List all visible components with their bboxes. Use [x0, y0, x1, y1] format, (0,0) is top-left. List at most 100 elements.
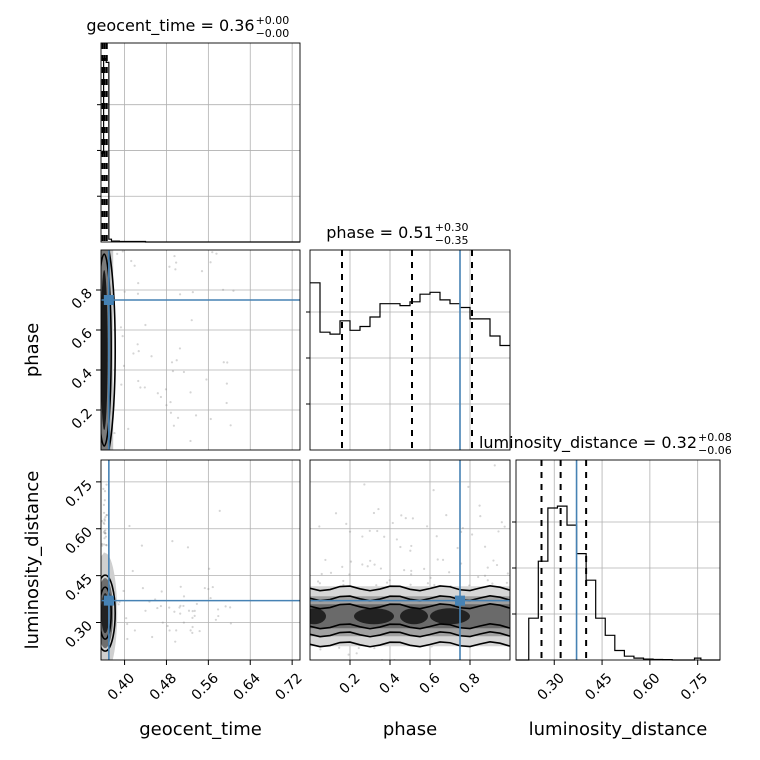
sample-point	[130, 259, 133, 263]
sample-point	[216, 608, 220, 611]
sample-point	[495, 563, 499, 567]
contour-line	[107, 250, 116, 450]
histogram-phase	[310, 282, 510, 347]
sample-point	[144, 609, 147, 612]
sample-point	[159, 604, 163, 608]
sample-point	[361, 535, 364, 538]
sample-point	[179, 585, 182, 588]
sample-point	[214, 618, 217, 621]
sample-point	[102, 487, 105, 490]
sample-point	[176, 416, 180, 419]
sample-point	[503, 525, 506, 528]
sample-point	[355, 652, 358, 655]
sample-point	[383, 535, 386, 538]
sample-point	[361, 563, 364, 566]
sample-point	[468, 584, 471, 587]
x-axis-label-phase: phase	[383, 719, 437, 740]
sample-point	[191, 616, 194, 619]
sample-point	[150, 355, 153, 358]
sample-point	[409, 583, 412, 586]
sample-point	[211, 251, 214, 254]
sample-point	[369, 559, 372, 562]
sample-point	[165, 404, 168, 407]
sample-point	[193, 609, 196, 612]
sample-point	[316, 580, 320, 583]
sample-point	[329, 571, 333, 574]
sample-point	[224, 605, 227, 608]
panel-0-0	[97, 42, 301, 243]
y-tick-label: 0.30	[62, 618, 95, 651]
sample-point	[187, 609, 191, 612]
sample-point	[173, 610, 176, 613]
sample-point	[143, 386, 146, 389]
panel-frame	[100, 249, 301, 451]
sample-point	[461, 526, 464, 530]
sample-point	[436, 558, 439, 561]
sample-point	[105, 483, 108, 486]
panel-2-2	[512, 459, 721, 661]
sample-point	[191, 625, 194, 629]
sample-point	[348, 530, 352, 533]
panel-frame	[100, 42, 301, 243]
sample-point	[445, 514, 448, 517]
sample-point	[375, 584, 378, 587]
sample-point	[429, 576, 432, 580]
sample-point	[104, 535, 108, 538]
contour-line	[101, 253, 112, 447]
sample-point	[357, 646, 360, 650]
sample-point	[168, 606, 171, 609]
sample-point	[506, 572, 509, 575]
sample-point	[225, 401, 228, 405]
contour-line	[310, 622, 510, 630]
y-tick-label: 0.4	[69, 365, 96, 392]
sample-point	[209, 261, 212, 264]
sample-point	[126, 637, 129, 641]
sample-point	[366, 565, 369, 568]
sample-point	[174, 268, 177, 271]
sample-point	[379, 567, 383, 570]
sample-point	[377, 507, 380, 511]
density-geocent_time-luminosity_distance	[101, 483, 232, 660]
x-tick-label: 0.40	[105, 670, 138, 703]
panel-frame	[100, 459, 301, 661]
sample-point	[168, 265, 171, 268]
sample-point	[500, 521, 503, 524]
y-tick-label: 0.8	[69, 286, 96, 313]
x-tick-label: 0.8	[457, 670, 484, 697]
truth-marker	[103, 295, 114, 305]
sample-point	[190, 319, 193, 322]
sample-point	[136, 343, 139, 346]
sample-point	[505, 581, 509, 584]
sample-point	[171, 539, 174, 543]
x-axis-label-geocent_time: geocent_time	[139, 719, 262, 740]
sample-point	[373, 646, 376, 650]
sample-point	[103, 530, 106, 533]
x-tick-label: 0.45	[582, 670, 615, 703]
title-text: luminosity_distance = 0.32	[479, 433, 697, 453]
contour-line	[310, 630, 510, 638]
sample-point	[156, 606, 159, 610]
sample-point	[217, 614, 220, 618]
y-tick-label: 0.6	[69, 325, 96, 352]
title-minus: −0.00	[256, 27, 290, 40]
sample-point	[324, 558, 327, 562]
sample-point	[170, 361, 174, 364]
sample-point	[319, 648, 322, 651]
title-text: phase = 0.51	[326, 223, 433, 242]
panel-frame	[515, 459, 721, 661]
sample-point	[102, 503, 106, 506]
sample-point	[123, 290, 126, 293]
histogram-luminosity_distance	[516, 505, 720, 661]
sample-point	[209, 596, 212, 600]
sample-point	[119, 326, 123, 329]
title-phase: phase = 0.51 +0.30−0.35	[326, 221, 468, 247]
sample-point	[105, 514, 108, 517]
density-core	[101, 270, 108, 430]
x-tick-label: 0.60	[630, 670, 663, 703]
sample-point	[198, 629, 201, 633]
x-tick-label: 0.75	[678, 670, 711, 703]
sample-point	[186, 546, 190, 549]
sample-point	[391, 521, 394, 525]
sample-point	[410, 573, 413, 576]
sample-point	[193, 614, 196, 618]
